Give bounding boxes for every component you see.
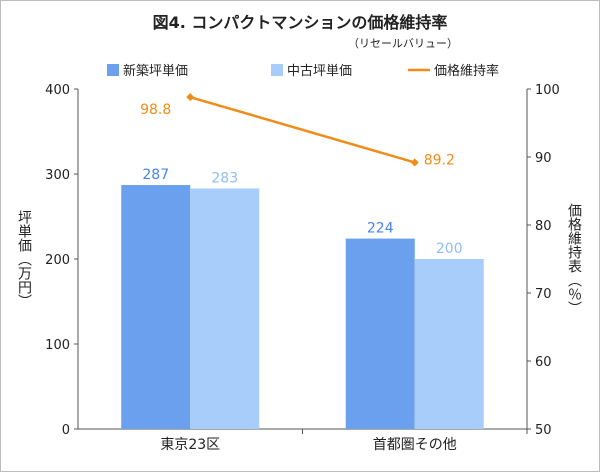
y2-tick-label-3: 80 (535, 219, 552, 234)
line-path-0 (189, 95, 416, 164)
legend-swatch-0 (107, 64, 119, 76)
x-tick-label-0: 東京23区 (160, 437, 220, 453)
axes: 0 100 200 300 400 50 60 70 80 90 100 東京23区 首都圏その他 (45, 83, 560, 453)
bar-label-0-1: 224 (367, 221, 394, 237)
y-tick-label-0: 0 (62, 423, 70, 438)
bar-1-0 (190, 188, 260, 429)
y-tick-label-2: 200 (45, 253, 70, 268)
y-axis-label: 坪単価（万円） (16, 210, 32, 308)
legend: 新築坪単価 中古坪単価 価格維持率 (107, 63, 499, 79)
y-tick-label-3: 300 (45, 168, 70, 183)
y2-tick-label-5: 100 (535, 83, 560, 98)
bar-0-0 (121, 185, 191, 429)
bar-label-1-0: 283 (211, 170, 238, 186)
bar-label-0-0: 287 (142, 167, 169, 183)
bar-1-1 (414, 259, 484, 429)
y2-tick-label-4: 90 (535, 151, 552, 166)
x-tick-label-1: 首都圏その他 (373, 437, 457, 453)
bar-label-1-1: 200 (436, 241, 463, 257)
y-tick-label-1: 100 (45, 338, 70, 353)
legend-label-2: 価格維持率 (434, 63, 499, 79)
line-label-0-0: 98.8 (140, 102, 171, 118)
legend-label-1: 中古坪単価 (287, 63, 352, 79)
legend-label-0: 新築坪単価 (123, 63, 188, 79)
bars (121, 185, 484, 429)
line-label-0-1: 89.2 (424, 152, 455, 168)
data-labels: 287 283 224 200 98.8 89.2 (140, 102, 463, 257)
line-series (186, 93, 419, 167)
legend-swatch-1 (271, 64, 283, 76)
line-point-0-0 (186, 93, 195, 102)
y2-tick-label-0: 50 (535, 423, 552, 438)
y2-tick-label-1: 60 (535, 355, 552, 370)
chart-title: 図4. コンパクトマンションの価格維持率 (153, 13, 448, 32)
bar-0-1 (345, 238, 415, 429)
y2-tick-label-2: 70 (535, 287, 552, 302)
line-point-0-1 (410, 158, 419, 167)
y2-axis-label: 価格維持表（％） (566, 203, 582, 315)
y-tick-label-4: 400 (45, 83, 70, 98)
chart-subtitle: （リセールバリュー） (348, 37, 458, 50)
